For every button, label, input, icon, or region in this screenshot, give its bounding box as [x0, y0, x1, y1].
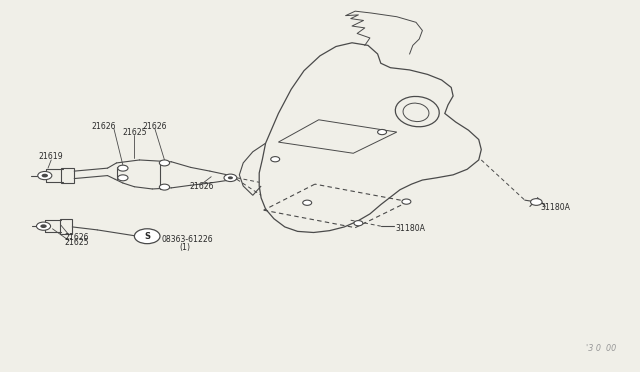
Circle shape — [118, 175, 128, 181]
Text: 08363-61226: 08363-61226 — [162, 235, 214, 244]
Circle shape — [378, 129, 387, 135]
Text: '3 0  00: '3 0 00 — [586, 344, 616, 353]
Circle shape — [303, 200, 312, 205]
Bar — [61, 168, 74, 183]
Text: 21626: 21626 — [65, 233, 89, 242]
Circle shape — [224, 174, 237, 182]
Text: 21626: 21626 — [143, 122, 167, 131]
Circle shape — [36, 222, 51, 230]
Circle shape — [228, 176, 233, 179]
Circle shape — [159, 184, 170, 190]
Circle shape — [159, 160, 170, 166]
Circle shape — [354, 221, 363, 226]
Text: 21625: 21625 — [65, 238, 89, 247]
Circle shape — [271, 157, 280, 162]
Text: 21625: 21625 — [122, 128, 147, 137]
Text: 21626: 21626 — [189, 182, 214, 191]
Circle shape — [402, 199, 411, 204]
Text: 31180A: 31180A — [541, 203, 571, 212]
Text: 31180A: 31180A — [396, 224, 426, 233]
Circle shape — [134, 229, 160, 244]
Text: 21619: 21619 — [39, 153, 63, 161]
Circle shape — [531, 199, 542, 205]
Circle shape — [42, 174, 48, 177]
Circle shape — [38, 171, 52, 180]
Circle shape — [40, 224, 47, 228]
Text: (1): (1) — [179, 243, 190, 252]
Text: S: S — [144, 232, 150, 241]
Text: 21626: 21626 — [92, 122, 116, 131]
Circle shape — [118, 165, 128, 171]
Bar — [60, 219, 72, 234]
